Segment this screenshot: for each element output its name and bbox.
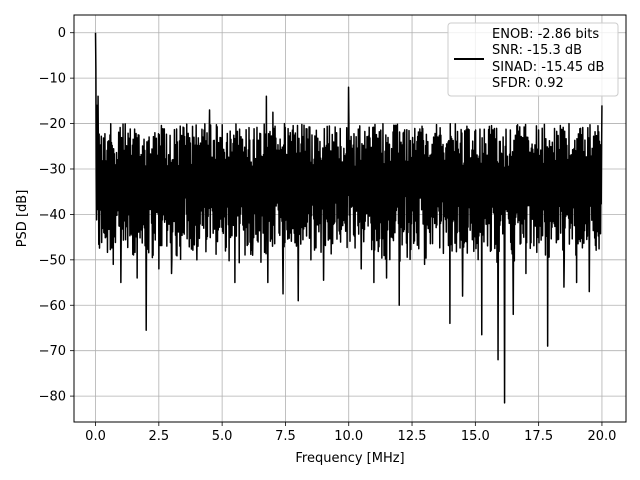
x-tick-label: 0.0 <box>85 429 106 444</box>
x-axis-label: Frequency [MHz] <box>295 451 404 466</box>
y-tick-label: −40 <box>39 208 66 223</box>
psd-series <box>94 32 603 404</box>
legend-sinad: SINAD: -15.45 dB <box>492 60 604 75</box>
axis-ticks: 0.0 2.5 5.0 7.5 10.0 12.5 15.0 17.5 20.0 0 −10 −20 −… <box>39 26 617 444</box>
legend-snr: SNR: -15.3 dB <box>492 43 582 58</box>
y-tick-label: −50 <box>39 253 66 268</box>
y-axis-label: PSD [dB] <box>15 190 30 248</box>
psd-trace <box>94 32 603 404</box>
x-tick-label: 10.0 <box>334 429 363 444</box>
y-tick-label: −70 <box>39 344 66 359</box>
x-tick-label: 20.0 <box>587 429 616 444</box>
legend: ENOB: -2.86 bits SNR: -15.3 dB SINAD: -1… <box>447 22 619 97</box>
x-tick-label: 17.5 <box>524 429 553 444</box>
x-tick-label: 12.5 <box>398 429 427 444</box>
plot-frame <box>73 14 627 423</box>
legend-box <box>447 22 619 97</box>
x-tick-label: 15.0 <box>461 429 490 444</box>
legend-enob: ENOB: -2.86 bits <box>492 27 599 42</box>
y-tick-label: −60 <box>39 299 66 314</box>
x-tick-label: 5.0 <box>212 429 233 444</box>
y-tick-label: −30 <box>39 162 66 177</box>
y-tick-label: 0 <box>58 26 66 41</box>
x-tick-label: 2.5 <box>148 429 169 444</box>
x-tick-label: 7.5 <box>275 429 296 444</box>
legend-sfdr: SFDR: 0.92 <box>492 76 564 91</box>
y-tick-label: −80 <box>39 390 66 405</box>
y-tick-label: −10 <box>39 72 66 87</box>
y-tick-label: −20 <box>39 117 66 132</box>
